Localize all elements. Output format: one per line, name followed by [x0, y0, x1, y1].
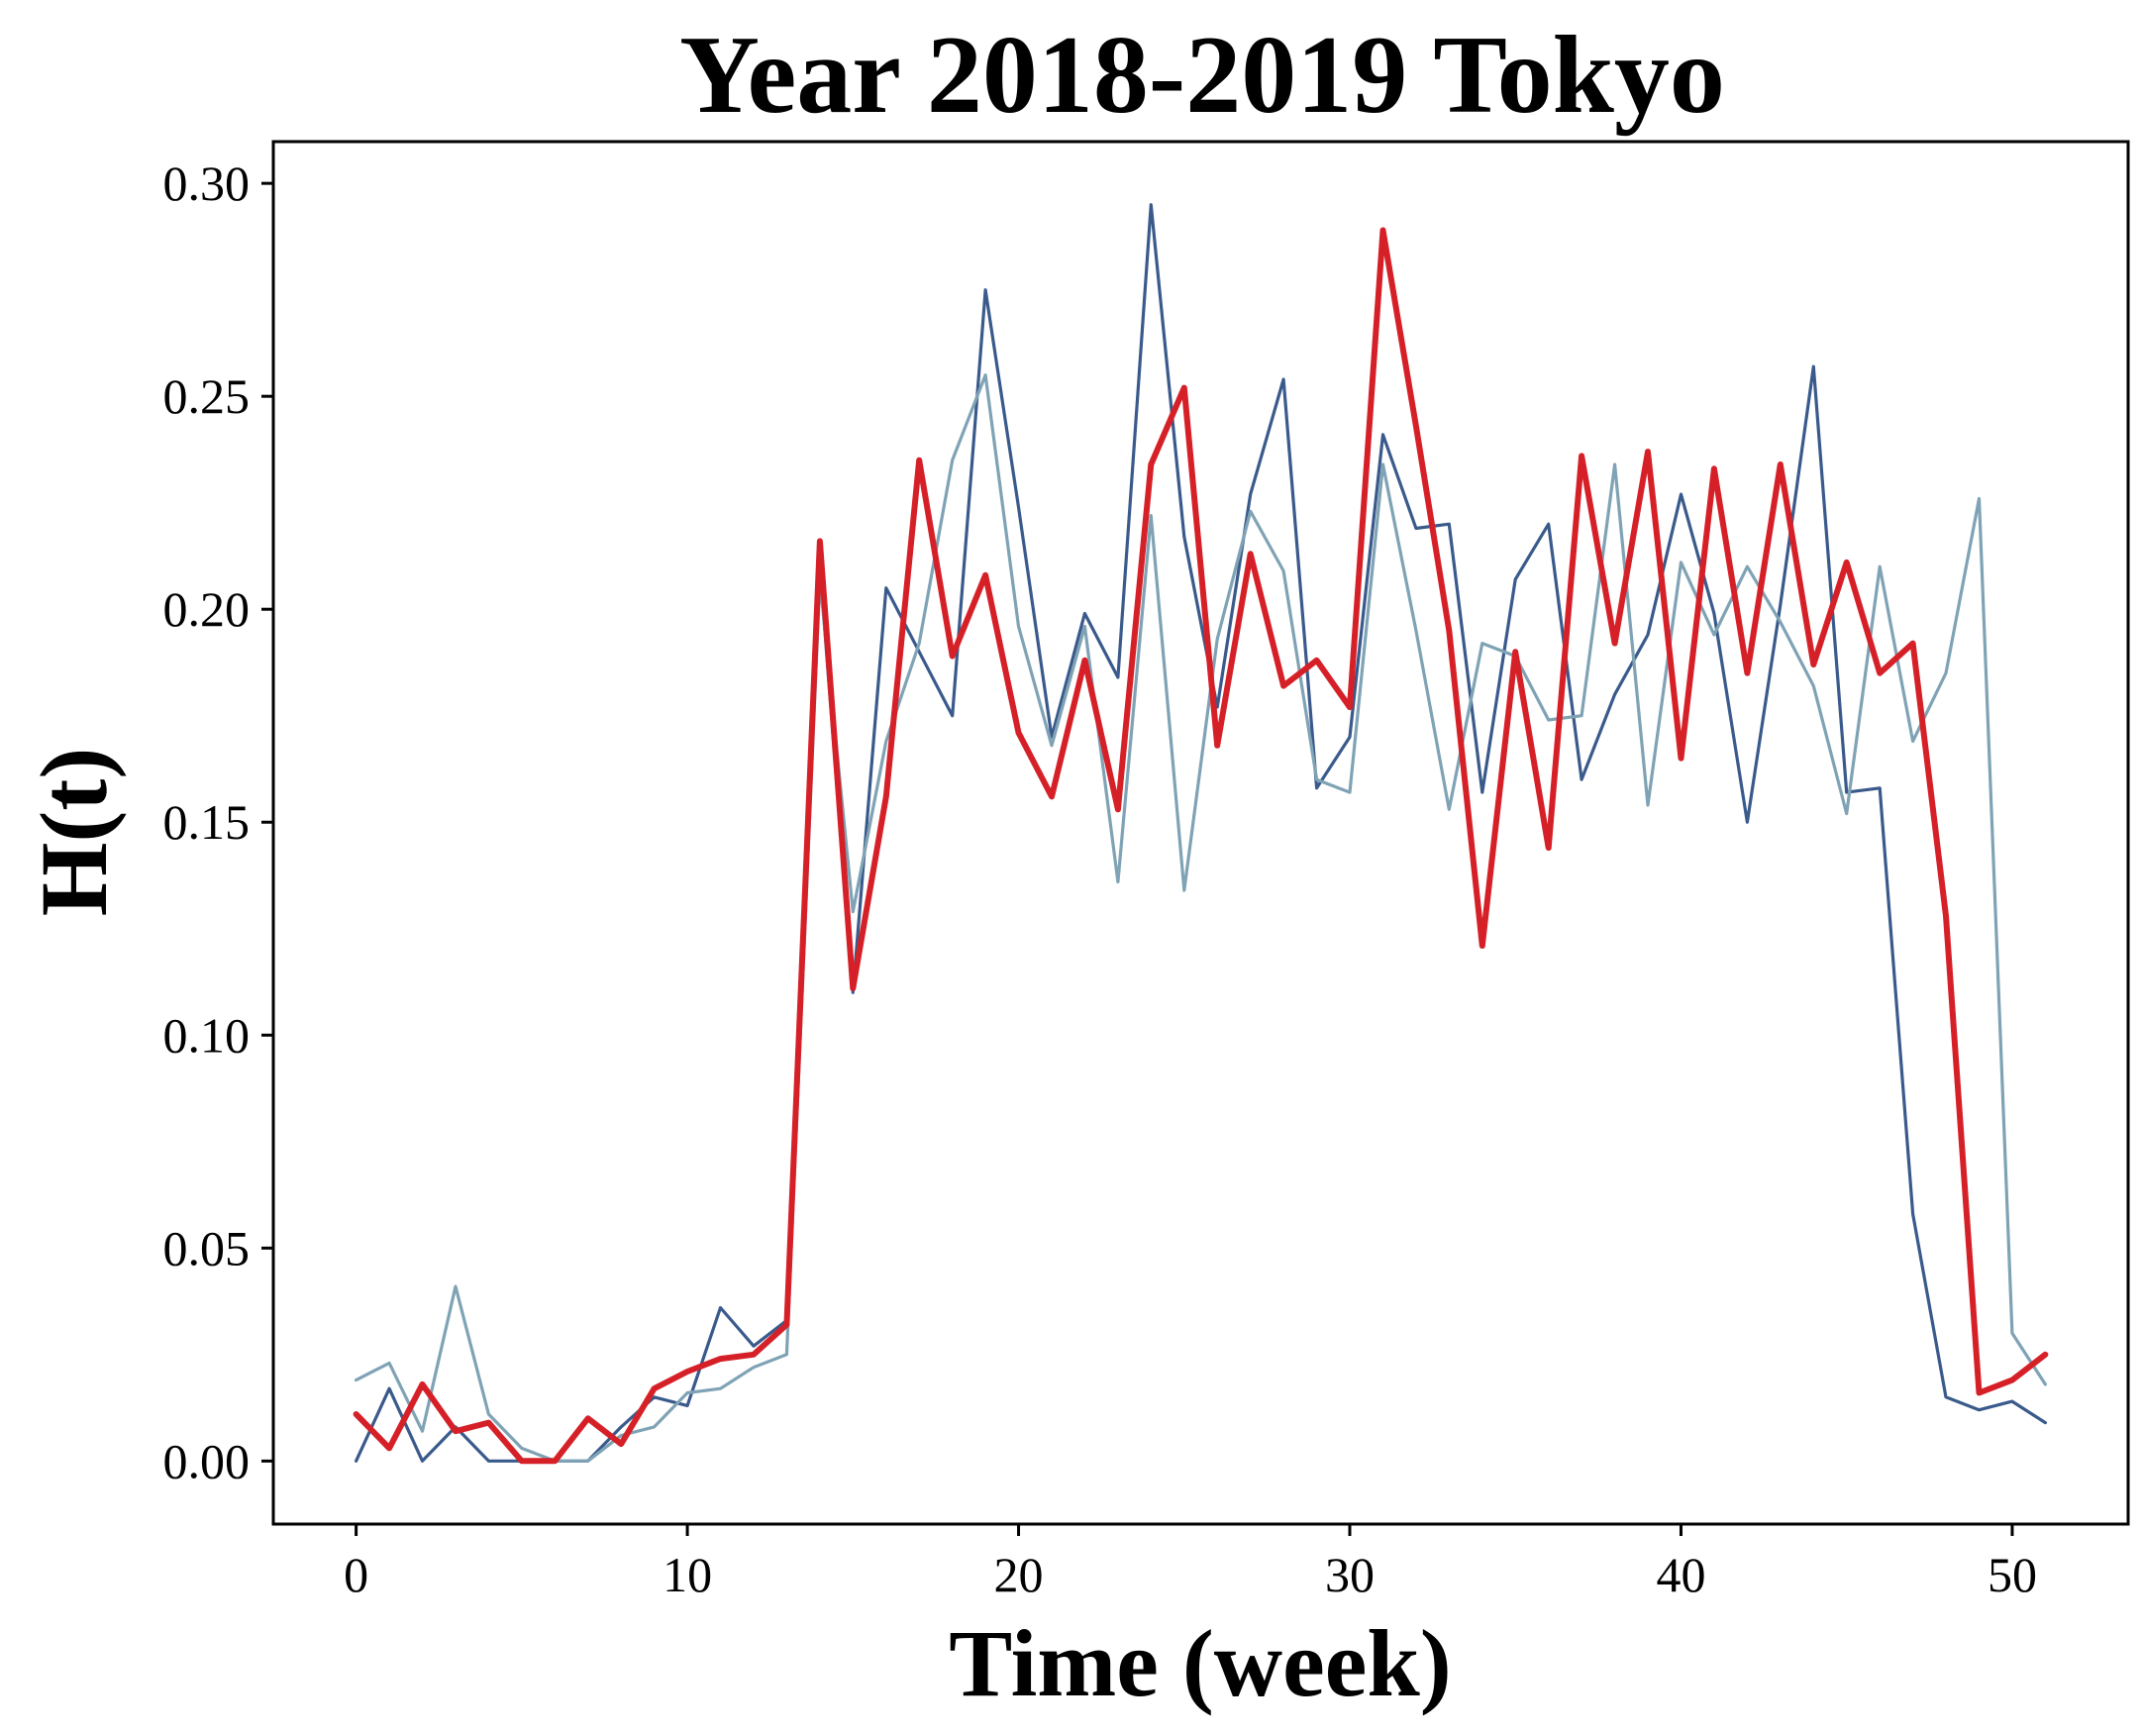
series-line-3	[353, 227, 2049, 1465]
y-tick-label: 0.20	[163, 581, 251, 637]
y-axis-label: H(t)	[21, 748, 127, 917]
chart-title: Year 2018-2019 Tokyo	[679, 14, 1725, 137]
series-line-1	[355, 203, 2047, 1463]
y-tick-label: 0.00	[163, 1433, 251, 1488]
x-tick-label: 30	[1325, 1547, 1375, 1602]
series-line-2	[355, 373, 2047, 1463]
y-tick-label: 0.25	[163, 368, 251, 424]
y-tick-label: 0.15	[163, 794, 251, 850]
x-tick-label: 0	[344, 1547, 368, 1602]
x-tick-label: 10	[663, 1547, 712, 1602]
y-axis: 0.00 0.05 0.10 0.15 0.20 0.25 0.30	[163, 155, 273, 1488]
x-axis: 0 10 20 30 40 50	[344, 1524, 2037, 1602]
series-layer	[353, 203, 2049, 1465]
x-axis-label: Time (week)	[949, 1610, 1451, 1716]
x-tick-label: 50	[1988, 1547, 2037, 1602]
y-tick-label: 0.05	[163, 1220, 251, 1276]
x-tick-label: 20	[994, 1547, 1044, 1602]
plot-frame	[271, 140, 2130, 1526]
y-tick-label: 0.10	[163, 1007, 251, 1063]
y-tick-label: 0.30	[163, 155, 251, 211]
x-tick-label: 40	[1656, 1547, 1705, 1602]
